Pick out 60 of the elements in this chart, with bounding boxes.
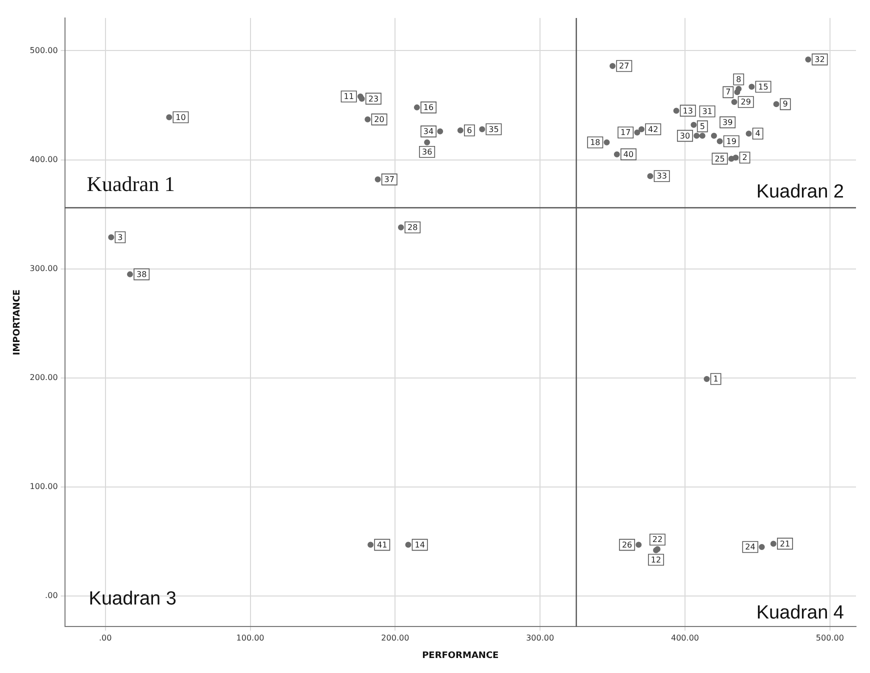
annotation: 38 [136, 270, 147, 279]
x-tick-label: 400.00 [671, 633, 700, 642]
annotation: 23 [368, 94, 379, 104]
y-tick-label: 400.00 [30, 154, 58, 164]
annotation: 4 [755, 129, 760, 138]
y-tick-label: 300.00 [30, 264, 58, 273]
annotation: 27 [619, 62, 630, 71]
annotation: 40 [623, 150, 634, 159]
x-tick-label: .00 [99, 633, 112, 642]
annotation: 41 [377, 540, 388, 550]
annotation: 37 [384, 175, 394, 184]
annotation: 26 [622, 540, 632, 550]
annotation: 6 [466, 126, 472, 135]
annotation: 21 [780, 539, 790, 548]
annotation: Kuadran 2 [756, 182, 844, 203]
annotation: Kuadran 4 [756, 602, 844, 624]
annotation: 18 [590, 138, 600, 147]
annotation: 42 [648, 124, 658, 134]
y-tick-label: 100.00 [30, 482, 58, 492]
annotation: Kuadran 1 [86, 172, 175, 196]
y-tick-label: .00 [45, 591, 58, 600]
annotation: 5 [700, 122, 705, 131]
annotation: 28 [407, 222, 418, 232]
x-tick-label: 500.00 [816, 633, 844, 642]
annotation: 15 [758, 82, 768, 92]
x-axis-title: PERFORMANCE [422, 650, 499, 661]
annotation: 12 [650, 555, 662, 564]
annotation: 29 [740, 98, 751, 107]
annotation: 16 [423, 103, 434, 112]
annotation: 25 [714, 154, 725, 164]
annotation: 32 [814, 55, 825, 64]
x-tick-label: 200.00 [381, 633, 410, 642]
annotation: 2 [742, 153, 748, 162]
y-tick-label: 500.00 [30, 46, 58, 55]
y-tick-label: 200.00 [30, 373, 58, 382]
annotation: 19 [726, 136, 736, 146]
annotation: 10 [176, 112, 186, 122]
y-axis-title: IMPORTANCE [12, 289, 23, 356]
annotation: 20 [374, 115, 384, 124]
annotation: 13 [682, 106, 693, 116]
annotation: 7 [726, 88, 731, 97]
annotation: 30 [680, 131, 690, 140]
annotation: 33 [656, 172, 667, 181]
annotation: 36 [422, 147, 432, 156]
annotation: 3 [118, 232, 123, 242]
annotation: 17 [620, 128, 631, 138]
annotation: Kuadran 3 [88, 588, 176, 610]
annotation: 8 [736, 74, 742, 84]
x-tick-label: 300.00 [526, 633, 554, 642]
annotation: 14 [414, 540, 425, 550]
annotation: 35 [488, 124, 499, 134]
annotation: 24 [745, 542, 756, 552]
annotation: 22 [652, 535, 663, 544]
annotation: 31 [702, 106, 712, 116]
annotation: 9 [782, 100, 788, 109]
annotation: 11 [344, 92, 354, 102]
x-tick-label: 100.00 [236, 633, 264, 642]
annotation: 1 [713, 374, 718, 384]
annotation: 34 [423, 127, 434, 136]
annotation: 39 [722, 118, 733, 127]
